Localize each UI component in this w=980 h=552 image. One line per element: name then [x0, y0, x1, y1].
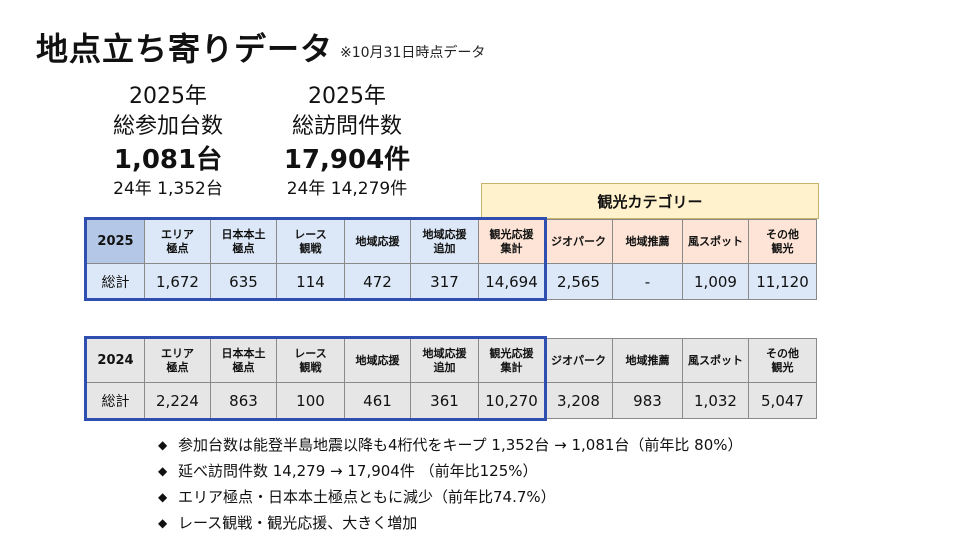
- value-cell: 14,694: [478, 263, 545, 300]
- diamond-icon: ◆: [158, 516, 168, 530]
- header-cell: 地域応援 追加: [410, 219, 479, 264]
- header-cell: レース 観戦: [276, 338, 345, 383]
- value-cell: 635: [210, 263, 277, 300]
- bullet-item: ◆ 延べ訪問件数 14,279 → 17,904件 （前年比125%）: [158, 458, 743, 484]
- value-cell: 5,047: [748, 382, 817, 419]
- value-cell: 361: [410, 382, 479, 419]
- value-cell: -: [612, 263, 683, 300]
- table-header-row: 2025 エリア 極点 日本本土 極点 レース 観戦 地域応援 地域応援 追加 観光応援…: [86, 219, 817, 264]
- page-title: 地点立ち寄りデータ: [36, 30, 334, 68]
- header-cell: 日本本土 極点: [210, 219, 277, 264]
- value-cell: 100: [276, 382, 345, 419]
- summary-bullets: ◆ 参加台数は能登半島地震以降も4桁代をキープ 1,352台 → 1,081台（前…: [158, 432, 743, 536]
- header-cell: 地域推薦: [612, 338, 683, 383]
- header-cell: 風スポット: [682, 219, 749, 264]
- row-label: 総計: [86, 263, 145, 300]
- table-header-row: 2024 エリア 極点 日本本土 極点 レース 観戦 地域応援 地域応援 追加 観光応援…: [86, 338, 817, 383]
- table-row: 総計 1,672 635 114 472 317 14,694 2,565 - …: [86, 263, 817, 300]
- year-cell: 2025: [86, 219, 145, 264]
- summary-previous: 24年 14,279件: [286, 179, 408, 199]
- value-cell: 1,672: [144, 263, 211, 300]
- tourism-category-header: 観光カテゴリー: [481, 183, 819, 219]
- table-row: 総計 2,224 863 100 461 361 10,270 3,208 98…: [86, 382, 817, 419]
- value-cell: 114: [276, 263, 345, 300]
- value-cell: 461: [344, 382, 411, 419]
- bullet-text: 延べ訪問件数 14,279 → 17,904件 （前年比125%）: [178, 462, 538, 480]
- header-cell: エリア 極点: [144, 338, 211, 383]
- header-cell: 日本本土 極点: [210, 338, 277, 383]
- bullet-text: エリア極点・日本本土極点ともに減少（前年比74.7%）: [178, 488, 556, 506]
- header-cell: 風スポット: [682, 338, 749, 383]
- value-cell: 1,032: [682, 382, 749, 419]
- value-cell: 2,565: [544, 263, 613, 300]
- value-cell: 3,208: [544, 382, 613, 419]
- summary-year: 2025年: [129, 84, 207, 109]
- table-2024: 2024 エリア 極点 日本本土 極点 レース 観戦 地域応援 地域応援 追加 観光応援…: [86, 338, 817, 419]
- header-cell: 地域推薦: [612, 219, 683, 264]
- total-visits-summary: 2025年 総訪問件数 17,904件 24年 14,279件: [262, 82, 432, 200]
- header-cell: エリア 極点: [144, 219, 211, 264]
- bullet-item: ◆ 参加台数は能登半島地震以降も4桁代をキープ 1,352台 → 1,081台（前…: [158, 432, 743, 458]
- value-cell: 317: [410, 263, 479, 300]
- bullet-text: レース観戦・観光応援、大きく増加: [178, 514, 418, 532]
- header-cell: 地域応援: [344, 338, 411, 383]
- table-2025: 2025 エリア 極点 日本本土 極点 レース 観戦 地域応援 地域応援 追加 観光応援…: [86, 219, 817, 300]
- value-cell: 1,009: [682, 263, 749, 300]
- summary-year: 2025年: [308, 84, 386, 109]
- diamond-icon: ◆: [158, 490, 168, 504]
- header-cell: ジオパーク: [544, 338, 613, 383]
- header-cell: ジオパーク: [544, 219, 613, 264]
- header-cell: 観光応援 集計: [478, 219, 545, 264]
- header-cell: 地域応援 追加: [410, 338, 479, 383]
- value-cell: 472: [344, 263, 411, 300]
- value-cell: 11,120: [748, 263, 817, 300]
- year-cell: 2024: [86, 338, 145, 383]
- header-cell: 観光応援 集計: [478, 338, 545, 383]
- header-cell: その他 観光: [748, 338, 817, 383]
- total-units-summary: 2025年 総参加台数 1,081台 24年 1,352台: [88, 82, 248, 200]
- value-cell: 10,270: [478, 382, 545, 419]
- summary-previous: 24年 1,352台: [113, 179, 223, 199]
- row-label: 総計: [86, 382, 145, 419]
- header-cell: レース 観戦: [276, 219, 345, 264]
- summary-value: 17,904件: [283, 145, 411, 175]
- bullet-text: 参加台数は能登半島地震以降も4桁代をキープ 1,352台 → 1,081台（前年…: [178, 436, 743, 454]
- summary-value: 1,081台: [113, 145, 223, 175]
- header-cell: その他 観光: [748, 219, 817, 264]
- bullet-item: ◆ レース観戦・観光応援、大きく増加: [158, 510, 743, 536]
- summary-label: 総訪問件数: [291, 114, 402, 139]
- diamond-icon: ◆: [158, 438, 168, 452]
- diamond-icon: ◆: [158, 464, 168, 478]
- header-cell: 地域応援: [344, 219, 411, 264]
- summary-label: 総参加台数: [112, 114, 223, 139]
- value-cell: 863: [210, 382, 277, 419]
- data-date-note: ※10月31日時点データ: [340, 45, 486, 61]
- value-cell: 2,224: [144, 382, 211, 419]
- value-cell: 983: [612, 382, 683, 419]
- bullet-item: ◆ エリア極点・日本本土極点ともに減少（前年比74.7%）: [158, 484, 743, 510]
